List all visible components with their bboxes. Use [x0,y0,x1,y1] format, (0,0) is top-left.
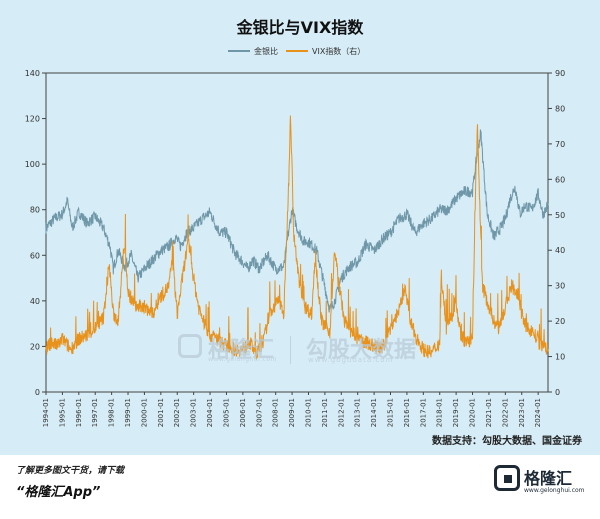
y-left-tick-label: 80 [30,206,40,215]
x-tick-label: 2024-01 [534,398,542,427]
y-left-tick-label: 120 [25,115,40,124]
chart-area: 金银比与VIX指数 金银比 VIX指数（右） 0 20 40 60 80 100 120 14… [24,18,582,447]
y-right-tick-label: 80 [555,104,565,113]
x-tick-label: 1995-01 [58,398,66,427]
x-tick-label: 2017-01 [419,398,427,427]
y-left-tick-label: 100 [25,160,40,169]
x-axis: 1994-01 1995-01 1996-01 1997-01 1998-01 1999-… [42,392,542,427]
footer: 了解更多图文干货，请下载 “格隆汇App” 格隆汇 www.gelonghui.… [0,455,600,519]
x-tick-label: 1999-01 [124,398,132,427]
x-tick-label: 2010-01 [304,398,312,427]
x-tick-label: 1996-01 [75,398,83,427]
y-axis-right: 0 10 20 30 40 50 60 70 80 90 [548,69,565,397]
x-tick-label: 2022-01 [501,398,509,427]
footer-line1: 了解更多图文干货，请下载 [16,466,125,476]
x-tick-label: 2023-01 [518,398,526,427]
x-tick-label: 2016-01 [403,398,411,427]
x-tick-label: 2008-01 [272,398,280,427]
x-tick-label: 2001-01 [157,398,165,427]
x-tick-label: 2020-01 [469,398,477,427]
x-tick-label: 2005-01 [222,398,230,427]
y-left-tick-label: 140 [25,69,40,78]
x-tick-label: 2018-01 [436,398,444,427]
x-tick-label: 2021-01 [485,398,493,427]
y-right-tick-label: 40 [555,246,565,255]
x-tick-label: 2012-01 [337,398,345,427]
y-left-tick-label: 20 [30,342,40,351]
y-right-tick-label: 0 [555,388,560,397]
x-tick-label: 1997-01 [91,398,99,427]
watermark-logo-icon [178,334,202,358]
y-right-tick-label: 60 [555,175,565,184]
x-tick-label: 2009-01 [288,398,296,427]
x-tick-label: 2002-01 [173,398,181,427]
chart-legend: 金银比 VIX指数（右） [228,46,365,56]
x-tick-label: 2000-01 [140,398,148,427]
logo-name: 格隆汇 [524,469,573,488]
data-source: 数据支持：勾股大数据、国金证券 [432,436,582,447]
legend-label-vix: VIX指数（右） [312,46,365,56]
chart-svg: 金银比 VIX指数（右） 0 20 40 60 80 100 120 140 0 10 20 30 4… [25,46,565,427]
series-line-gold-silver-ratio [45,129,549,313]
footer-line2[interactable]: “格隆汇App” [16,485,101,500]
legend-label-gold-silver: 金银比 [254,46,278,56]
x-tick-label: 2004-01 [206,398,214,427]
series-group [45,115,549,360]
y-right-tick-label: 10 [555,353,565,362]
x-tick-label: 2011-01 [321,398,329,427]
y-axis-left: 0 20 40 60 80 100 120 140 [25,69,46,397]
watermark-divider [290,336,291,364]
x-tick-label: 2003-01 [190,398,198,427]
brand-logo[interactable]: 格隆汇 www.gelonghui.com [494,463,585,503]
y-right-tick-label: 90 [555,69,565,78]
x-tick-label: 1998-01 [108,398,116,427]
x-tick-label: 2015-01 [387,398,395,427]
y-left-tick-label: 40 [30,297,40,306]
series-line-vix [45,115,549,360]
watermark-brand: 格隆汇 [208,338,275,363]
x-tick-label: 2019-01 [452,398,460,427]
y-left-tick-label: 60 [30,251,40,260]
watermark-url2: www.gogudata.com [308,356,394,364]
chart-title: 金银比与VIX指数 [236,18,364,37]
y-right-tick-label: 30 [555,282,565,291]
x-tick-label: 2007-01 [255,398,263,427]
y-right-tick-label: 50 [555,211,565,220]
y-left-tick-label: 0 [35,388,40,397]
x-tick-label: 2006-01 [239,398,247,427]
logo-url: www.gelonghui.com [524,487,585,494]
logo-icon [494,465,520,491]
watermark-brand2: 勾股大数据 [306,338,417,363]
x-tick-label: 1994-01 [42,398,50,427]
x-tick-label: 2014-01 [370,398,378,427]
y-right-tick-label: 70 [555,140,565,149]
y-right-tick-label: 20 [555,317,565,326]
x-tick-label: 2013-01 [354,398,362,427]
watermark-url: www.gelonghui.com [208,356,278,363]
